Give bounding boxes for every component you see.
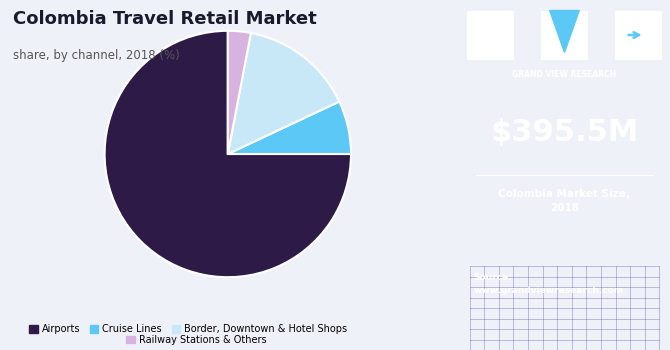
FancyBboxPatch shape [615,10,661,60]
Text: $395.5M: $395.5M [490,119,639,147]
Wedge shape [105,31,351,277]
Wedge shape [228,31,251,154]
Text: Colombia Market Size,
2018: Colombia Market Size, 2018 [498,189,630,213]
Text: share, by channel, 2018 (%): share, by channel, 2018 (%) [13,49,180,62]
Legend: Airports, Cruise Lines, Border, Downtown & Hotel Shops: Airports, Cruise Lines, Border, Downtown… [25,320,351,338]
FancyBboxPatch shape [468,10,514,60]
Polygon shape [549,10,580,52]
Text: GRAND VIEW RESEARCH: GRAND VIEW RESEARCH [513,70,616,79]
FancyBboxPatch shape [541,10,588,60]
Wedge shape [228,33,339,154]
Text: Colombia Travel Retail Market: Colombia Travel Retail Market [13,10,317,28]
Legend: Railway Stations & Others: Railway Stations & Others [122,331,270,349]
Wedge shape [228,102,351,154]
Text: Source:
www.grandviewresearch.com: Source: www.grandviewresearch.com [474,273,624,295]
